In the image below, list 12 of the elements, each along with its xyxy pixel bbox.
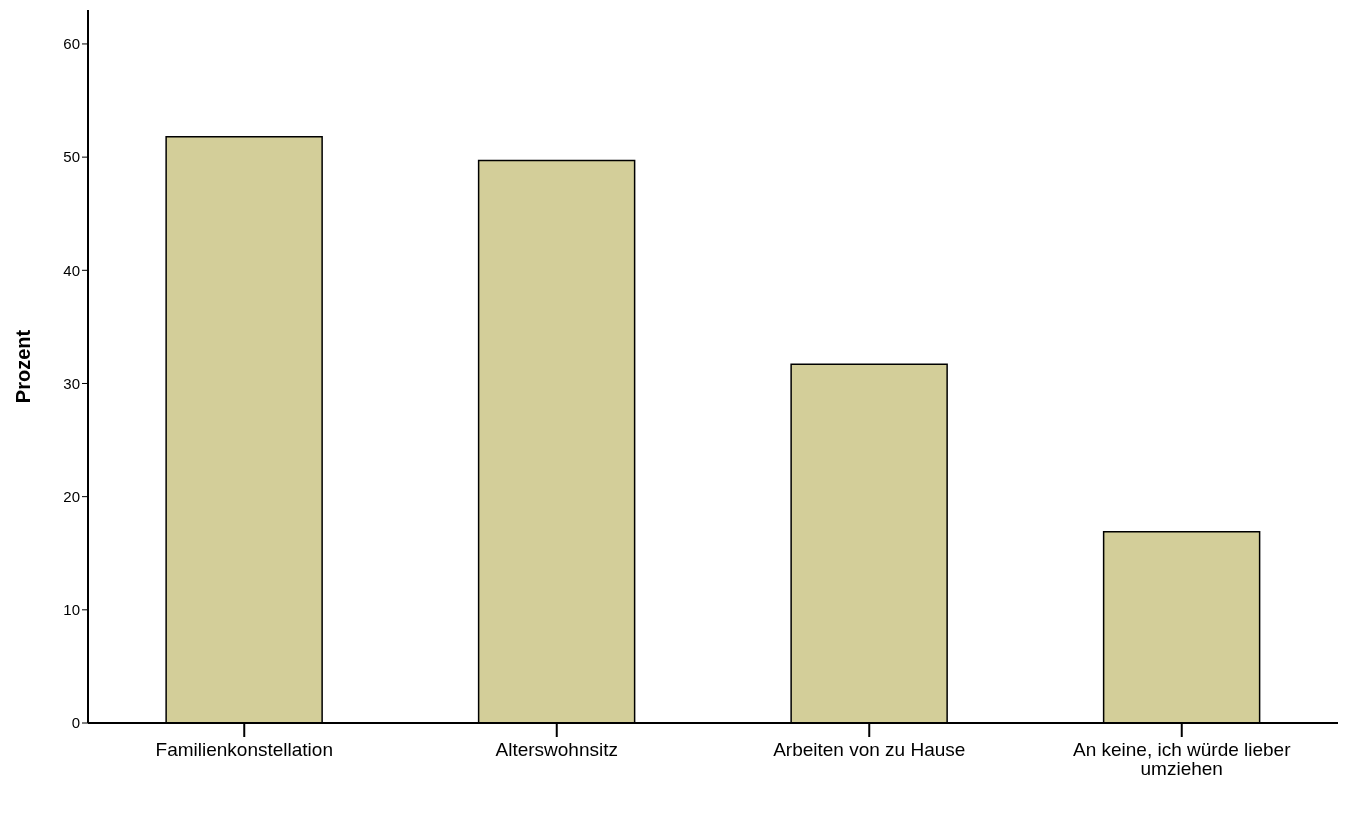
x-tick-label: Alterswohnsitz <box>495 739 618 761</box>
y-tick-label: 30 <box>63 374 80 392</box>
x-tick-label: An keine, ich würde lieber umziehen <box>1072 739 1292 780</box>
y-tick-label: 10 <box>63 601 80 619</box>
y-tick-label: 20 <box>63 487 80 505</box>
y-tick-label: 0 <box>71 714 80 732</box>
y-tick-label: 60 <box>63 35 80 53</box>
y-tick-label: 40 <box>63 261 80 279</box>
x-tick-label: Arbeiten von zu Hause <box>773 739 966 761</box>
y-axis-title: Prozent <box>12 329 35 404</box>
x-tick-label: Familienkonstellation <box>155 739 333 761</box>
y-tick-label: 50 <box>63 148 80 166</box>
